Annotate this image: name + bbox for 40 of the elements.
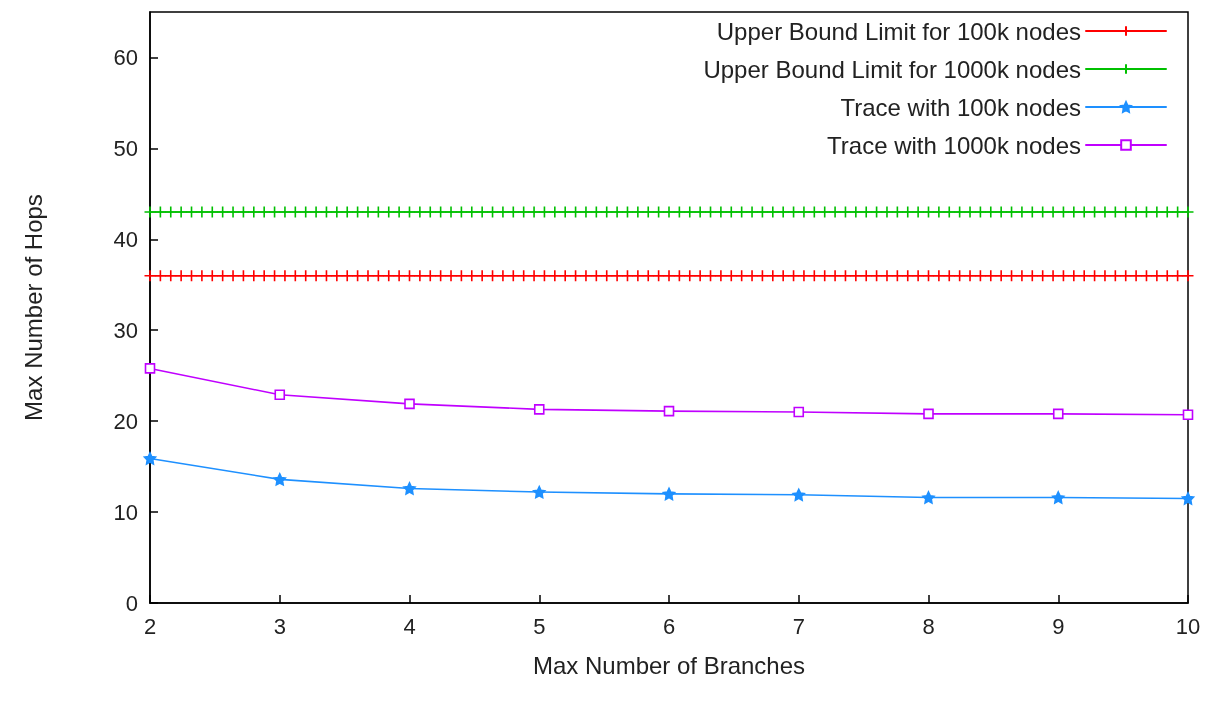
x-tick-label: 4 (403, 613, 416, 639)
x-tick-label: 8 (922, 613, 935, 639)
point (532, 485, 546, 499)
point (1052, 408, 1064, 420)
point (1181, 492, 1195, 505)
x-tick-label: 3 (273, 613, 286, 639)
y-tick-label: 30 (113, 317, 138, 343)
y-tick-label: 0 (125, 590, 138, 616)
y-tick-label: 20 (113, 408, 138, 434)
point (274, 389, 286, 401)
point (533, 404, 545, 415)
x-tick-label: 10 (1175, 613, 1201, 639)
point (1182, 409, 1194, 421)
point (662, 487, 676, 501)
x-tick-label: 5 (533, 613, 546, 639)
y-tick-label: 40 (113, 226, 138, 252)
x-tick-label: 9 (1052, 613, 1065, 639)
point (793, 406, 805, 418)
x-tick-label: 2 (143, 613, 157, 639)
legend-label: Upper Bound Limit for 1000k nodes (703, 55, 1081, 83)
point (792, 488, 806, 502)
x-tick-label: 6 (662, 613, 676, 639)
x-axis-title: Max Number of Branches (532, 651, 806, 679)
y-tick-label: 60 (113, 44, 138, 70)
point (922, 491, 935, 504)
point (144, 363, 156, 374)
x-tick-label: 7 (792, 613, 805, 639)
y-axis-title: Max Number of Hops (19, 194, 47, 421)
legend-label: Trace with 100k nodes (840, 93, 1081, 121)
legend-label: Trace with 1000k nodes (827, 131, 1081, 159)
point (404, 398, 415, 410)
point (273, 473, 287, 486)
point (923, 408, 934, 420)
point (663, 405, 675, 417)
legend-label: Upper Bound Limit for 100k nodes (716, 17, 1081, 45)
point (1051, 491, 1065, 504)
point (403, 482, 416, 495)
point (143, 452, 157, 465)
y-tick-label: 10 (113, 499, 138, 525)
y-tick-label: 50 (113, 135, 138, 161)
